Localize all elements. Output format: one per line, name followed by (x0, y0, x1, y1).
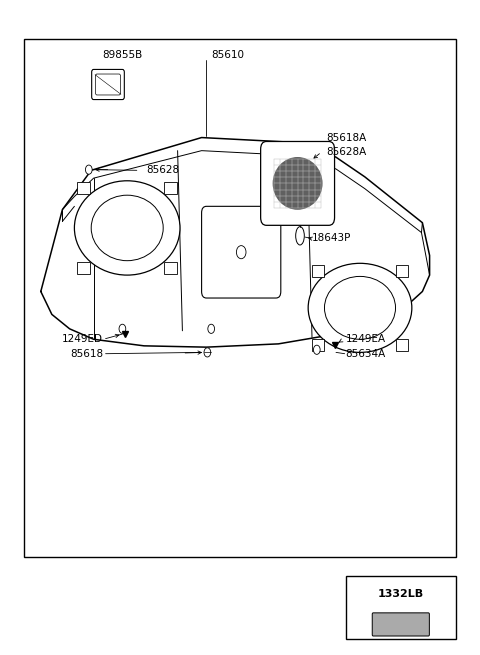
FancyBboxPatch shape (396, 339, 408, 351)
FancyBboxPatch shape (164, 182, 178, 194)
Circle shape (236, 246, 246, 259)
Text: 1332LB: 1332LB (378, 589, 424, 599)
Text: 85628: 85628 (146, 165, 180, 176)
FancyBboxPatch shape (96, 74, 120, 95)
Ellipse shape (273, 157, 323, 210)
FancyBboxPatch shape (77, 262, 90, 274)
FancyBboxPatch shape (372, 613, 429, 636)
Text: 18643P: 18643P (312, 233, 351, 244)
FancyBboxPatch shape (261, 141, 335, 225)
Ellipse shape (324, 276, 396, 339)
Bar (24, 39, 456, 557)
Circle shape (85, 165, 92, 174)
FancyBboxPatch shape (92, 69, 124, 100)
Ellipse shape (91, 195, 163, 261)
Text: 85618: 85618 (70, 348, 103, 359)
Circle shape (119, 324, 126, 333)
Text: 85610: 85610 (212, 50, 244, 60)
Text: 85634A: 85634A (346, 348, 386, 359)
Ellipse shape (308, 263, 412, 352)
FancyBboxPatch shape (312, 339, 324, 351)
Text: 89855B: 89855B (102, 50, 143, 60)
Ellipse shape (74, 181, 180, 275)
Circle shape (313, 345, 320, 354)
Text: 1249EA: 1249EA (346, 333, 386, 344)
Circle shape (208, 324, 215, 333)
Circle shape (204, 348, 211, 357)
Ellipse shape (296, 227, 304, 245)
FancyBboxPatch shape (396, 265, 408, 276)
FancyBboxPatch shape (77, 182, 90, 194)
Text: 1249ED: 1249ED (62, 333, 103, 344)
Text: 85628A: 85628A (326, 147, 367, 157)
FancyBboxPatch shape (312, 265, 324, 276)
Text: 85618A: 85618A (326, 132, 367, 143)
FancyBboxPatch shape (202, 206, 281, 298)
FancyBboxPatch shape (164, 262, 178, 274)
Bar (346, 576, 456, 639)
